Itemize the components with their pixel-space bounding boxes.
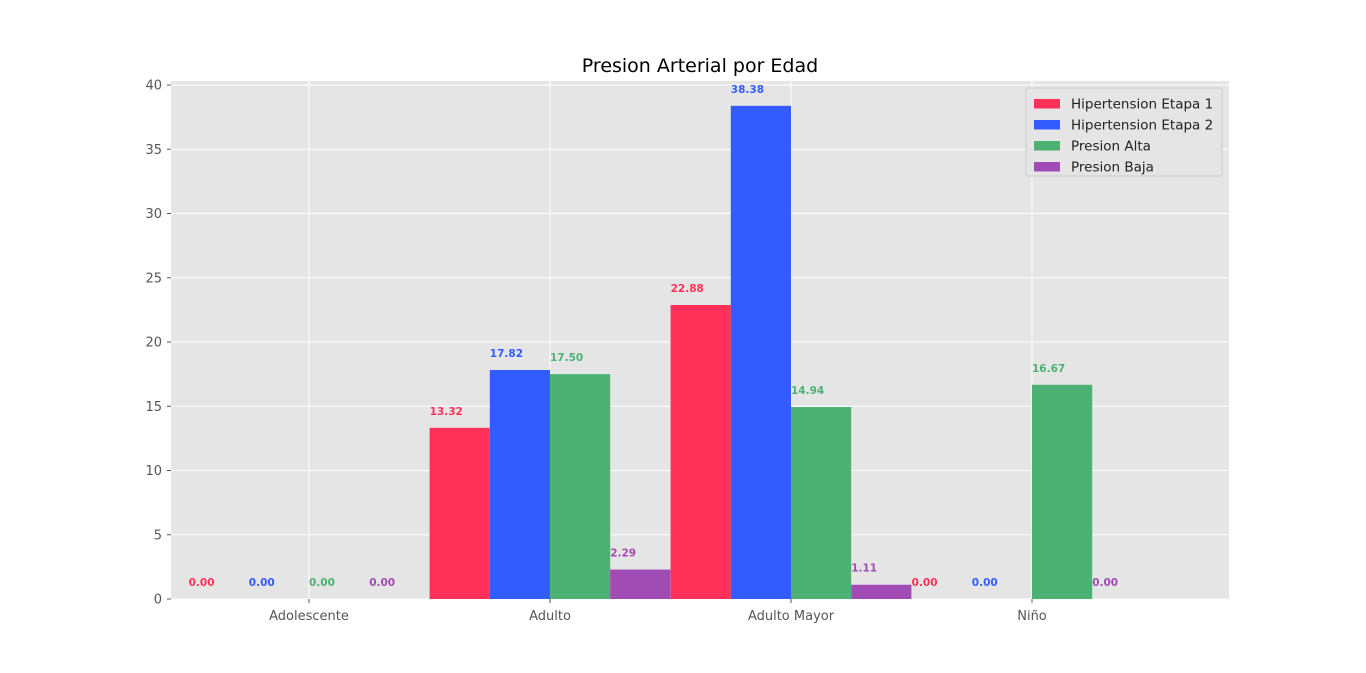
data-label: 17.82 [490,348,523,360]
x-tick-label: Adulto [529,609,571,624]
legend-swatch [1034,141,1060,151]
y-tick-label: 0 [154,593,162,608]
data-label: 0.00 [369,577,395,589]
bars [429,105,1093,599]
data-label: 14.94 [791,385,824,397]
x-tick-label: Adulto Mayor [748,609,835,624]
data-label: 0.00 [309,577,335,589]
data-label: 0.00 [249,577,275,589]
y-tick-label: 40 [145,79,162,94]
y-tick-label: 10 [145,464,162,479]
y-tick-label: 25 [145,271,162,286]
bar [550,374,611,599]
x-axis: Adolescente Adulto Adulto Mayor Niño [269,599,1047,624]
x-tick-label: Adolescente [269,609,349,624]
bar [670,304,731,599]
x-tick-label: Niño [1017,609,1047,624]
data-labels: 0.00 13.32 22.88 0.00 0.00 17.82 38.38 0.00 0.00… [189,84,1119,589]
data-label: 13.32 [430,406,463,418]
y-axis: 0 5 10 15 20 25 30 35 40 [145,79,171,608]
legend-label: Hipertension Etapa 2 [1071,118,1213,134]
legend-label: Presion Baja [1071,160,1154,176]
bar [429,427,490,599]
legend: Hipertension Etapa 1 Hipertension Etapa 2… [1025,87,1223,177]
data-label: 0.00 [1092,577,1118,589]
y-tick-label: 20 [145,336,162,351]
chart-title: Presion Arterial por Edad [582,55,818,77]
data-label: 1.11 [851,563,877,575]
y-tick-label: 5 [154,528,162,543]
data-label: 0.00 [972,577,998,589]
legend-swatch [1034,120,1060,130]
bar [610,569,671,599]
legend-label: Presion Alta [1071,139,1151,155]
data-label: 16.67 [1032,363,1065,375]
bar [489,370,550,599]
y-tick-label: 15 [145,400,162,415]
bar [730,105,791,599]
bar [851,584,912,599]
data-label: 2.29 [610,548,636,560]
y-tick-label: 30 [145,207,162,222]
bar [791,407,852,599]
legend-swatch [1034,99,1060,109]
data-label: 0.00 [189,577,215,589]
y-tick-label: 35 [145,143,162,158]
legend-label: Hipertension Etapa 1 [1071,97,1213,113]
data-label: 22.88 [671,283,704,295]
data-label: 17.50 [550,352,583,364]
data-label: 0.00 [912,577,938,589]
data-label: 38.38 [731,84,764,96]
legend-box [1025,87,1223,177]
bar [1032,384,1093,599]
legend-swatch [1034,162,1060,172]
